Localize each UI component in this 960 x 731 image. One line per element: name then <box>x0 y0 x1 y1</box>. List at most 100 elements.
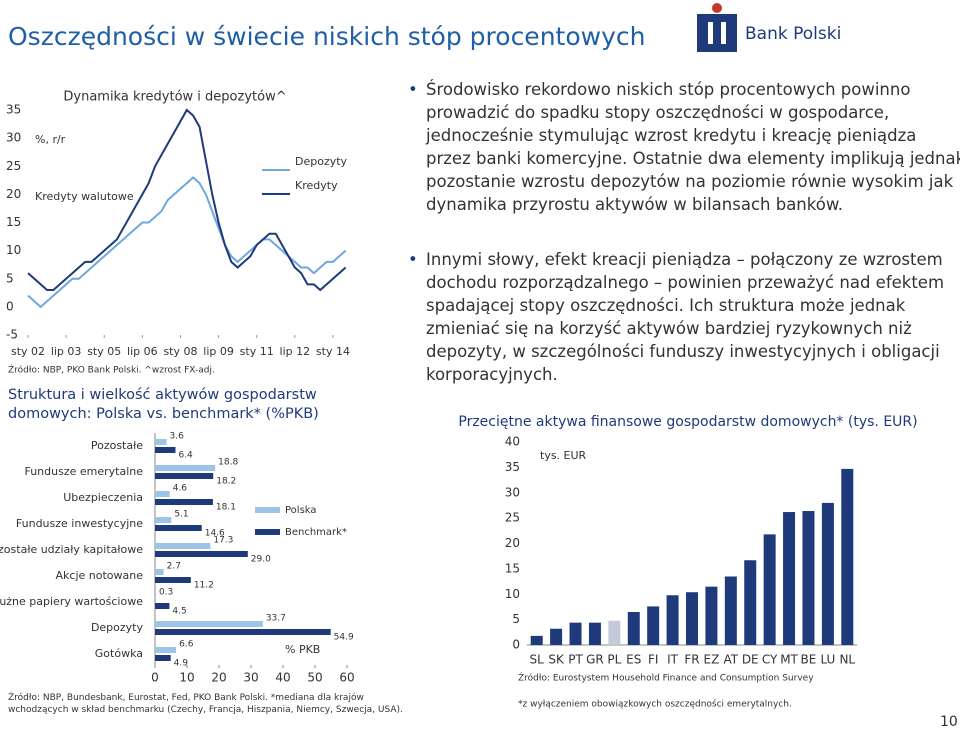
x-tick-label: 0 <box>151 671 159 685</box>
legend-label: Kredyty <box>295 179 338 192</box>
bar <box>705 586 718 645</box>
x-tick-label: sty 11 <box>240 345 274 358</box>
y-tick-label: 20 <box>505 536 520 550</box>
logo-dot <box>712 3 722 13</box>
y-tick-label: 15 <box>6 215 21 229</box>
bar <box>155 499 213 505</box>
value-label: 2.7 <box>167 562 181 572</box>
legend-swatch <box>255 529 280 535</box>
bullet: Innymi słowy, efekt kreacji pieniądza – … <box>408 248 960 386</box>
y-tick-label: 40 <box>505 435 520 449</box>
annotation: Kredyty walutowe <box>35 190 134 203</box>
logo-stroke <box>708 22 713 44</box>
y-tick-label: 35 <box>505 460 520 474</box>
x-tick-label: sty 08 <box>163 345 197 358</box>
bar <box>550 628 563 645</box>
value-label: 33.7 <box>266 614 286 624</box>
value-label: 4.6 <box>173 484 188 494</box>
bar <box>744 560 757 645</box>
bar <box>841 468 854 645</box>
bar <box>627 612 640 645</box>
x-tick-label: LU <box>820 653 835 667</box>
x-tick-label: 20 <box>211 671 226 685</box>
x-tick-label: lip 03 <box>51 345 82 358</box>
y-tick-label: 10 <box>6 243 21 257</box>
category-label: Gotówka <box>95 647 143 660</box>
bar <box>763 534 776 645</box>
y-tick-label: -5 <box>6 328 18 342</box>
bar <box>530 635 543 645</box>
bar <box>821 502 834 645</box>
bar <box>155 603 170 609</box>
bar <box>155 525 202 531</box>
category-label: Pozostałe udziały kapitałowe <box>0 543 143 556</box>
bar <box>155 621 263 627</box>
y-tick-label: 0 <box>6 299 14 313</box>
bar <box>608 620 621 645</box>
bar <box>666 595 679 645</box>
x-tick-label: SL <box>530 653 545 667</box>
x-tick-label: AT <box>724 653 739 667</box>
value-label: 11.2 <box>194 581 214 591</box>
x-tick-label: FR <box>684 653 699 667</box>
legend-label: Polska <box>285 505 317 516</box>
bar <box>569 622 582 645</box>
x-tick-label: DE <box>742 653 759 667</box>
x-tick-label: FI <box>648 653 658 667</box>
page-number: 10 <box>940 714 958 730</box>
y-tick-label: 15 <box>505 561 520 575</box>
source: Źródło: NBP, Bundesbank, Eurostat, Fed, … <box>8 693 403 715</box>
logo-stroke <box>721 22 726 44</box>
legend-swatch <box>255 507 280 513</box>
value-label: 4.9 <box>174 659 189 669</box>
bar <box>155 551 248 557</box>
x-tick-label: MT <box>780 653 798 667</box>
x-tick-label: lip 09 <box>203 345 234 358</box>
value-label: 17.3 <box>213 536 233 546</box>
value-label: 18.8 <box>218 458 238 468</box>
y-tick-label: 25 <box>505 511 520 525</box>
y-tick-label: 25 <box>6 159 21 173</box>
category-label: Pozostałe <box>91 439 143 452</box>
y-tick-label: 5 <box>512 612 520 626</box>
category-label: Fundusze inwestycyjne <box>16 517 143 530</box>
bar <box>155 491 170 497</box>
category-label: Dłużne papiery wartościowe <box>0 595 143 608</box>
category-label: Akcje notowane <box>56 569 144 582</box>
bar <box>155 517 172 523</box>
value-label: 6.4 <box>178 451 193 461</box>
logo-mark <box>697 14 737 52</box>
bar <box>155 465 216 471</box>
chart-title: Struktura i wielkość aktywów gospodarstw… <box>8 387 319 422</box>
x-tick-label: 60 <box>339 671 354 685</box>
y-axis-label: tys. EUR <box>540 449 587 462</box>
value-label: 18.2 <box>216 477 236 487</box>
x-tick-label: IT <box>667 653 679 667</box>
bar <box>155 543 211 549</box>
x-tick-label: 30 <box>243 671 258 685</box>
bar <box>155 647 177 653</box>
bar <box>588 622 601 645</box>
bar <box>155 447 176 453</box>
bar <box>783 512 796 645</box>
x-tick-label: sty 05 <box>87 345 121 358</box>
bar <box>155 595 156 601</box>
source: Źródło: Eurostystem Household Finance an… <box>518 672 814 684</box>
bar <box>724 576 737 645</box>
note: *z wyłączeniem obowiązkowych oszczędnośc… <box>518 699 792 710</box>
bullet: Środowisko rekordowo niskich stóp procen… <box>408 78 960 216</box>
y-tick-label: 20 <box>6 187 21 201</box>
x-tick-label: 50 <box>307 671 322 685</box>
x-tick-label: SK <box>548 653 565 667</box>
bar <box>686 592 698 645</box>
value-label: 3.6 <box>170 432 185 442</box>
bar <box>802 511 815 645</box>
value-label: 29.0 <box>251 555 271 565</box>
value-label: 6.6 <box>179 640 194 650</box>
legend-label: Depozyty <box>295 155 348 168</box>
line-series <box>27 108 347 292</box>
logo <box>697 3 737 52</box>
source: Źródło: NBP, PKO Bank Polski. ^wzrost FX… <box>8 364 215 376</box>
